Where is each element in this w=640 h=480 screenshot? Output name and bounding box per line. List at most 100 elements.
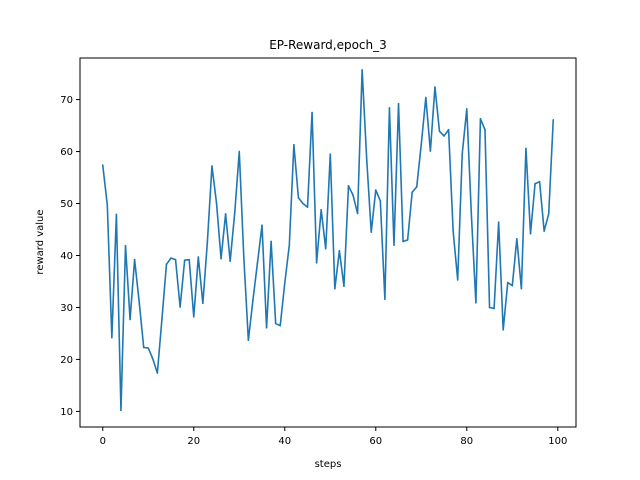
data-point bbox=[243, 256, 245, 259]
data-point bbox=[138, 300, 140, 303]
data-point bbox=[124, 244, 127, 247]
data-point bbox=[420, 143, 423, 146]
data-point bbox=[547, 213, 550, 215]
data-point bbox=[456, 279, 459, 281]
data-point bbox=[520, 287, 523, 290]
data-point bbox=[211, 165, 213, 167]
data-point bbox=[215, 202, 218, 204]
data-point bbox=[438, 130, 441, 133]
data-point bbox=[111, 336, 113, 339]
data-point bbox=[506, 281, 509, 284]
data-point bbox=[338, 250, 341, 252]
chart-title: EP-Reward,epoch_3 bbox=[269, 38, 387, 52]
data-point bbox=[315, 261, 318, 264]
data-point bbox=[538, 180, 541, 183]
data-point bbox=[115, 213, 118, 216]
data-point bbox=[334, 287, 336, 290]
data-point bbox=[202, 302, 204, 305]
data-point bbox=[129, 318, 131, 321]
data-point bbox=[288, 244, 291, 246]
y-tick-label: 20 bbox=[60, 355, 73, 366]
data-point bbox=[516, 238, 518, 240]
data-point bbox=[343, 285, 345, 287]
y-tick-label: 40 bbox=[60, 251, 73, 262]
data-point bbox=[256, 261, 259, 264]
y-axis-title: reward value bbox=[35, 209, 46, 274]
data-point bbox=[270, 240, 272, 243]
x-tick-label: 20 bbox=[187, 436, 200, 447]
data-point bbox=[233, 212, 236, 214]
x-tick-label: 100 bbox=[548, 436, 567, 447]
data-point bbox=[356, 212, 359, 215]
data-point bbox=[224, 213, 227, 215]
data-point bbox=[374, 189, 377, 191]
data-point bbox=[252, 299, 254, 301]
data-point bbox=[397, 102, 400, 105]
data-point bbox=[238, 150, 241, 153]
data-point bbox=[265, 326, 268, 329]
data-point bbox=[452, 230, 454, 232]
data-point bbox=[529, 232, 532, 235]
data-point bbox=[329, 153, 332, 155]
x-tick-label: 40 bbox=[278, 436, 291, 447]
data-point bbox=[429, 150, 432, 152]
data-point bbox=[283, 282, 286, 284]
data-point bbox=[425, 96, 427, 99]
data-point bbox=[320, 208, 322, 211]
data-point bbox=[133, 258, 136, 261]
y-tick-label: 50 bbox=[60, 199, 73, 210]
data-point bbox=[347, 185, 350, 187]
y-tick-label: 10 bbox=[60, 407, 73, 418]
data-point bbox=[411, 191, 413, 193]
data-point bbox=[274, 322, 277, 325]
data-point bbox=[101, 164, 104, 166]
data-point bbox=[106, 204, 109, 206]
data-point bbox=[229, 260, 231, 263]
data-point bbox=[279, 324, 282, 327]
data-point bbox=[470, 213, 473, 215]
data-point bbox=[443, 135, 445, 137]
data-point bbox=[261, 224, 263, 227]
data-point bbox=[488, 306, 491, 309]
data-point bbox=[384, 298, 386, 300]
data-point bbox=[220, 257, 222, 260]
data-point bbox=[120, 409, 122, 412]
data-point bbox=[311, 111, 313, 114]
data-point bbox=[352, 194, 354, 197]
data-point bbox=[402, 240, 404, 243]
data-point bbox=[447, 128, 450, 131]
data-point bbox=[479, 118, 482, 120]
data-point bbox=[393, 244, 395, 246]
data-point bbox=[552, 119, 555, 121]
data-point bbox=[370, 231, 373, 233]
data-point bbox=[434, 86, 436, 88]
data-point bbox=[174, 258, 177, 261]
data-point bbox=[161, 318, 163, 321]
data-point bbox=[179, 306, 181, 308]
data-point bbox=[247, 339, 250, 342]
data-point bbox=[297, 197, 300, 199]
data-point bbox=[465, 108, 468, 110]
data-point bbox=[306, 206, 309, 208]
data-point bbox=[475, 301, 477, 304]
data-point bbox=[388, 107, 391, 109]
data-point bbox=[493, 307, 495, 310]
data-point bbox=[170, 257, 172, 259]
data-point bbox=[406, 239, 409, 241]
data-point bbox=[165, 263, 168, 266]
data-point bbox=[361, 69, 363, 71]
data-point bbox=[379, 200, 382, 202]
data-point bbox=[147, 347, 150, 349]
data-point bbox=[293, 143, 295, 146]
data-point bbox=[188, 258, 191, 261]
data-point bbox=[534, 182, 536, 185]
data-point bbox=[156, 372, 159, 374]
x-axis-title: steps bbox=[315, 459, 342, 470]
series-line-0 bbox=[101, 69, 555, 412]
plot-frame bbox=[79, 57, 577, 428]
data-point bbox=[324, 247, 327, 250]
data-point bbox=[152, 358, 154, 360]
data-point bbox=[365, 158, 368, 160]
data-point bbox=[543, 230, 545, 232]
